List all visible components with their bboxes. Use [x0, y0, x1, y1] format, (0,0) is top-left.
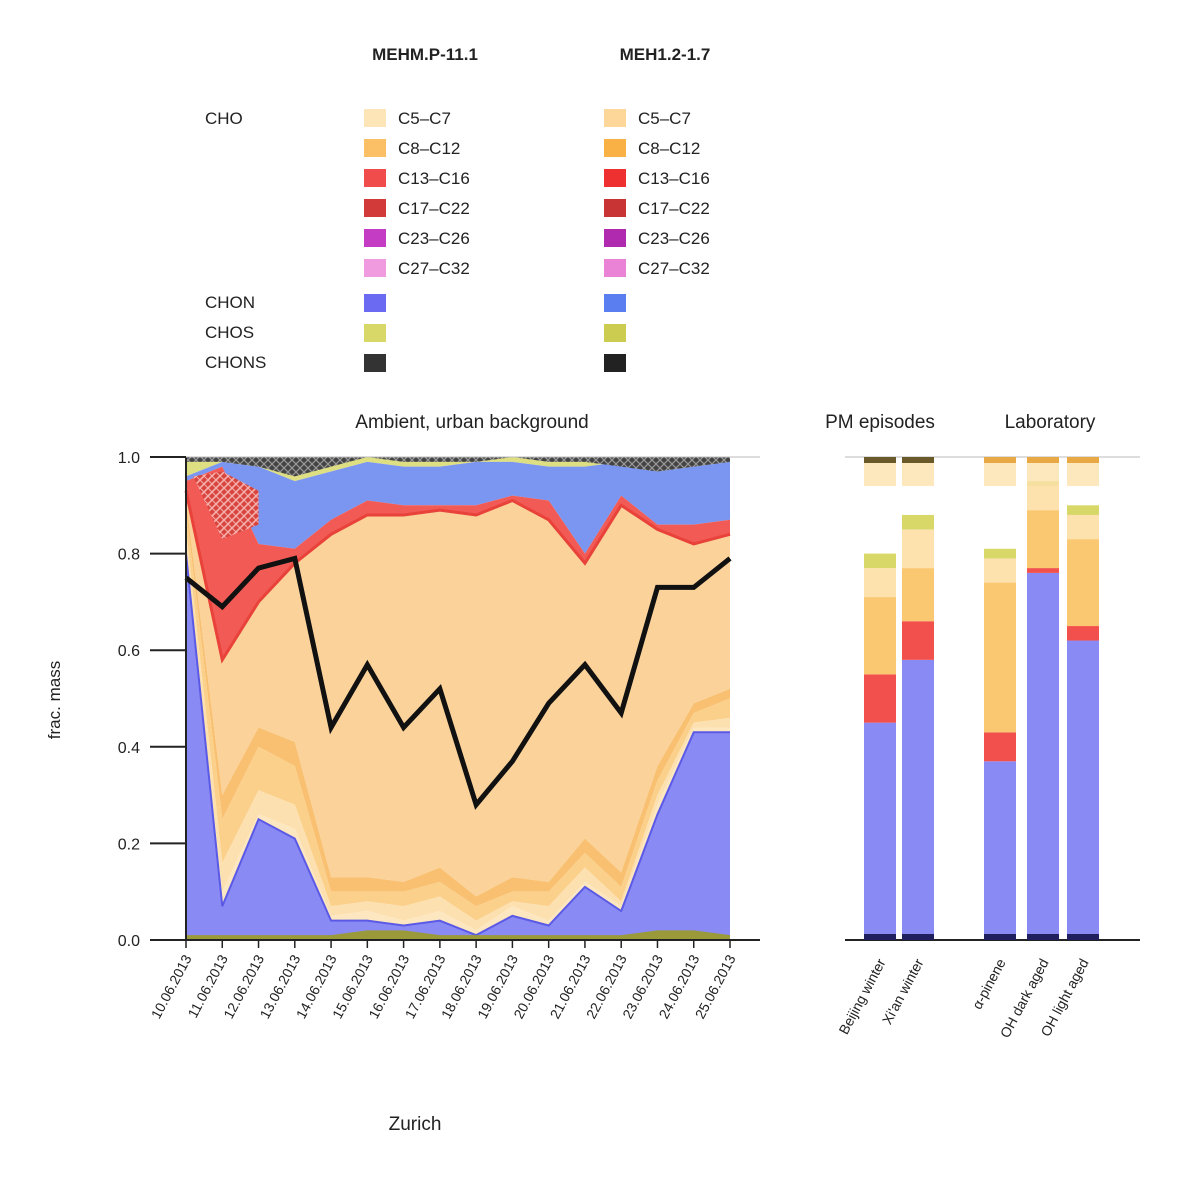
- legend-swatch-cho-4: [604, 199, 626, 217]
- y-tick-label: 0.6: [118, 643, 140, 660]
- bar-segment: [984, 732, 1016, 762]
- y-tick-label: 0.4: [118, 740, 140, 757]
- legend-swatch-chon: [604, 294, 626, 312]
- legend-group-chon: CHON: [205, 293, 255, 312]
- bar-segment: [902, 659, 934, 940]
- legend-label-cho-2: C8–C12: [638, 139, 700, 158]
- bar-bottom-cap: [1067, 934, 1099, 940]
- bar-segment: [984, 761, 1016, 940]
- bar-segment: [902, 621, 934, 660]
- legend-swatch-cho-3: [604, 169, 626, 187]
- bar-top-cap: [864, 457, 896, 463]
- area-chart: [150, 457, 760, 941]
- legend-items: C5–C7 C8–C12 C13–C16 C17–C22 C23–C26 C27–C32 C…: [364, 109, 710, 372]
- bar-segment: [984, 558, 1016, 583]
- legend-col-header-1: MEHM.P-11.1: [372, 45, 478, 64]
- legend-label-cho-1: C5–C7: [398, 109, 451, 128]
- bar-bottom-cap: [984, 934, 1016, 940]
- area-chon: [186, 553, 730, 940]
- bar-segment: [864, 674, 896, 723]
- legend-swatch-cho-5: [364, 229, 386, 247]
- legend-swatch-chons: [364, 354, 386, 372]
- legend-label-cho-6: C27–C32: [398, 259, 470, 278]
- bar-segment: [902, 514, 934, 530]
- y-axis-label: frac. mass: [45, 661, 64, 739]
- bar-segment: [1067, 505, 1099, 515]
- bar-bottom-cap: [864, 934, 896, 940]
- legend-swatch-cho-6: [604, 259, 626, 277]
- bar-segment: [984, 582, 1016, 733]
- legend-swatch-cho-6: [364, 259, 386, 277]
- legend-swatch-cho-3: [364, 169, 386, 187]
- area-cho-c17-c22-hatched: [193, 471, 259, 540]
- boundary-line-blue: [185, 553, 730, 937]
- bar-segment: [864, 597, 896, 675]
- bar-bottom-cap: [1027, 934, 1059, 940]
- legend-label-cho-6: C27–C32: [638, 259, 710, 278]
- legend-label-cho-4: C17–C22: [638, 199, 710, 218]
- legend-group-cho: CHO: [205, 109, 243, 128]
- x-axis-label: Zurich: [389, 1114, 442, 1135]
- bar-segment: [902, 568, 934, 622]
- legend-label-cho-3: C13–C16: [638, 169, 710, 188]
- bar-segment: [1067, 626, 1099, 641]
- legend-label-cho-1: C5–C7: [638, 109, 691, 128]
- legend-col-header-2: MEH1.2-1.7: [620, 45, 711, 64]
- legend-swatch-chos: [364, 324, 386, 342]
- area-chons-dark: [186, 457, 730, 477]
- bar-category-label: α-pinene: [969, 956, 1009, 1012]
- bar-segment: [1027, 485, 1059, 511]
- legend-swatch-cho-2: [364, 139, 386, 157]
- legend-swatch-cho-1: [364, 109, 386, 127]
- y-tick-label: 1.0: [118, 450, 140, 467]
- bar-segment: [1067, 514, 1099, 540]
- legend-swatch-cho-4: [364, 199, 386, 217]
- x-axis: 10.06.201311.06.201312.06.201313.06.2013…: [148, 940, 739, 1021]
- panel-title-lab: Laboratory: [1005, 412, 1096, 433]
- legend-group-chos: CHOS: [205, 323, 254, 342]
- legend-label-cho-4: C17–C22: [398, 199, 470, 218]
- legend-swatch-chon: [364, 294, 386, 312]
- y-tick-label: 0.8: [118, 547, 140, 564]
- bar-segment: [1067, 640, 1099, 940]
- legend-label-cho-5: C23–C26: [398, 229, 470, 248]
- area-cho-c8-c12: [186, 490, 730, 897]
- legend-label-cho-2: C8–C12: [398, 139, 460, 158]
- bar-bottom-cap: [902, 934, 934, 940]
- black-line: [184, 555, 732, 810]
- y-tick-label: 0.0: [118, 933, 140, 950]
- legend-group-chons: CHONS: [205, 353, 266, 372]
- bar-segment: [864, 722, 896, 940]
- legend: MEHM.P-11.1 MEH1.2-1.7 CHO CHON CHOS CHO…: [205, 45, 710, 372]
- bar-segment: [1027, 568, 1059, 573]
- bar-segment: [864, 568, 896, 598]
- bar-segment: [1027, 572, 1059, 940]
- legend-swatch-chos: [604, 324, 626, 342]
- legend-swatch-cho-5: [604, 229, 626, 247]
- panel-title-pm: PM episodes: [825, 412, 935, 433]
- bar-segment: [1027, 510, 1059, 569]
- legend-label-cho-3: C13–C16: [398, 169, 470, 188]
- legend-swatch-cho-1: [604, 109, 626, 127]
- bar-top-cap: [984, 457, 1016, 463]
- legend-swatch-chons: [604, 354, 626, 372]
- bar-segment: [864, 553, 896, 569]
- area-chos-bottom: [186, 930, 730, 940]
- y-tick-label: 0.2: [118, 836, 140, 853]
- legend-label-cho-5: C23–C26: [638, 229, 710, 248]
- legend-swatch-cho-2: [604, 139, 626, 157]
- bar-segment: [984, 548, 1016, 559]
- panel-title-ambient: Ambient, urban background: [355, 412, 588, 433]
- bar-top-cap: [1067, 457, 1099, 463]
- bar-segment: [902, 529, 934, 569]
- y-axis: 0.0 0.2 0.4 0.6 0.8 1.0: [118, 450, 760, 950]
- boundary-line-red: [184, 490, 731, 664]
- bar-segment: [1067, 539, 1099, 627]
- area-chos: [186, 461, 730, 554]
- bar-category-label: Beijing winter: [835, 956, 888, 1037]
- bar-top-cap: [902, 457, 934, 463]
- bar-top-cap: [1027, 457, 1059, 463]
